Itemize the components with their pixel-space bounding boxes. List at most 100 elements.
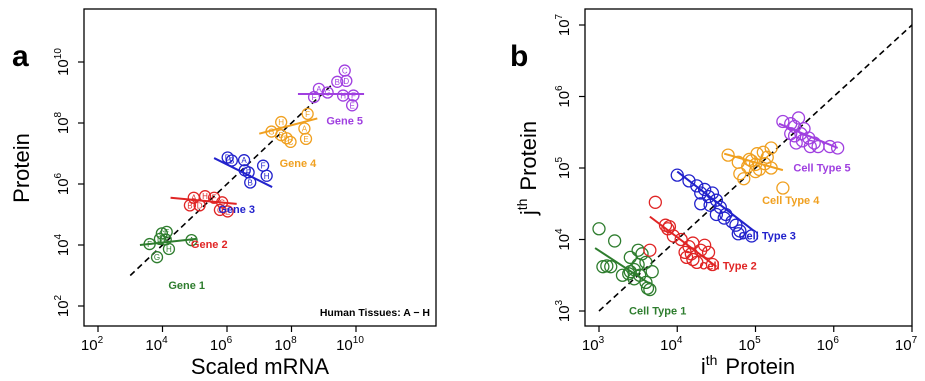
fit-line <box>139 237 197 246</box>
y-tick-label: 104 <box>53 233 72 256</box>
data-point-label: H <box>340 92 346 101</box>
series-label: Gene 4 <box>280 158 318 170</box>
data-point <box>679 250 694 265</box>
data-point-label: D <box>197 201 203 210</box>
data-point <box>690 179 704 193</box>
data-point-label: C <box>342 67 348 76</box>
y-tick-label: 108 <box>53 111 72 134</box>
panel-a-plot-frame <box>83 8 437 327</box>
y-tick-label: 106 <box>554 85 573 108</box>
panel-b-x-ticks: 103 104 105 106 107 <box>582 326 918 354</box>
data-point <box>662 219 677 234</box>
data-point <box>705 186 720 200</box>
data-point <box>639 255 653 270</box>
x-tick-label: 103 <box>582 335 605 354</box>
data-point <box>284 135 297 149</box>
data-point-label: D <box>225 153 231 162</box>
data-point <box>225 154 238 167</box>
data-point <box>645 265 659 279</box>
data-point-label: B <box>229 157 234 166</box>
fit-line <box>258 117 318 135</box>
data-point-label: A <box>241 156 247 165</box>
data-point <box>648 195 662 209</box>
data-point <box>733 224 747 238</box>
data-point <box>697 182 712 197</box>
data-point-label: H <box>166 245 172 254</box>
panel-b-letter: b <box>510 40 528 73</box>
data-point <box>701 189 716 204</box>
data-point <box>160 225 173 239</box>
x-tick-label: 104 <box>145 335 168 354</box>
data-point <box>784 127 798 141</box>
panel-a-annotation: Human Tissues: A − H <box>320 307 430 319</box>
data-point <box>682 239 696 254</box>
panel-a-y-axis-label: Protein <box>9 133 34 203</box>
data-point <box>791 111 806 125</box>
y-tick-label: 103 <box>554 299 573 322</box>
series-cell-type-3: Cell Type 3 <box>670 168 796 243</box>
data-point <box>709 207 724 222</box>
data-point <box>143 237 156 251</box>
panel-b-series: Cell Type 1 Cell Type 2 Cell Type 3 Cell Ty… <box>592 111 851 318</box>
y-tick-label: 104 <box>554 228 573 251</box>
data-point-label: H <box>202 192 208 201</box>
data-point <box>162 242 176 256</box>
series-cell-type-5: Cell Type 5 <box>776 111 851 175</box>
data-point <box>803 139 817 154</box>
data-point <box>244 176 257 189</box>
data-point <box>807 136 821 150</box>
data-point-label: A <box>316 85 322 94</box>
data-point-label: E <box>225 207 230 216</box>
data-point-label: C <box>242 166 248 175</box>
data-point <box>640 281 655 295</box>
panel-b-x-axis-label-sup: th <box>706 352 718 368</box>
data-point <box>694 197 708 211</box>
panel-a-y-ticks: 102 104 106 108 1010 <box>53 48 84 317</box>
data-point-label: F <box>351 92 356 101</box>
data-point <box>221 151 234 164</box>
x-tick-label: 108 <box>274 335 297 354</box>
panel-b-y-axis-label-sup: th <box>514 199 530 211</box>
panel-a-x-axis-label: Scaled mRNA <box>191 354 329 379</box>
data-point <box>155 227 169 240</box>
data-point <box>639 275 653 290</box>
panel-b-y-axis-label-word: Protein <box>516 121 541 191</box>
series-label: Cell Type 3 <box>739 231 796 243</box>
data-point <box>797 122 811 136</box>
fit-line <box>676 170 755 232</box>
series-label: Gene 3 <box>218 204 255 216</box>
data-point-label: D <box>343 77 349 86</box>
data-point <box>213 203 227 217</box>
data-point <box>604 260 618 274</box>
panel-b-y-ticks: 103 104 105 106 107 <box>554 13 585 322</box>
data-point-label: G <box>219 198 225 207</box>
data-point <box>331 75 344 88</box>
fit-line <box>649 215 717 268</box>
data-point <box>299 132 313 146</box>
data-point <box>737 172 751 186</box>
data-point <box>682 174 696 188</box>
data-point <box>631 243 645 257</box>
data-point <box>193 199 206 212</box>
y-tick-label: 106 <box>53 172 72 195</box>
panel-a-diagonal-line <box>129 82 334 277</box>
data-point <box>776 114 790 129</box>
data-point <box>216 196 229 209</box>
data-point-label: G <box>154 253 160 262</box>
data-point <box>742 152 756 167</box>
data-point <box>686 236 700 250</box>
series-label: Gene 5 <box>326 116 363 128</box>
series-label: Cell Type 1 <box>629 306 686 318</box>
data-point <box>731 227 745 241</box>
data-point <box>237 154 251 167</box>
data-point <box>823 139 837 154</box>
data-point-label: C <box>217 206 223 215</box>
data-point <box>744 229 759 243</box>
x-tick-label: 102 <box>81 335 104 354</box>
data-point-label: G <box>268 128 274 137</box>
x-tick-label: 104 <box>660 335 683 354</box>
